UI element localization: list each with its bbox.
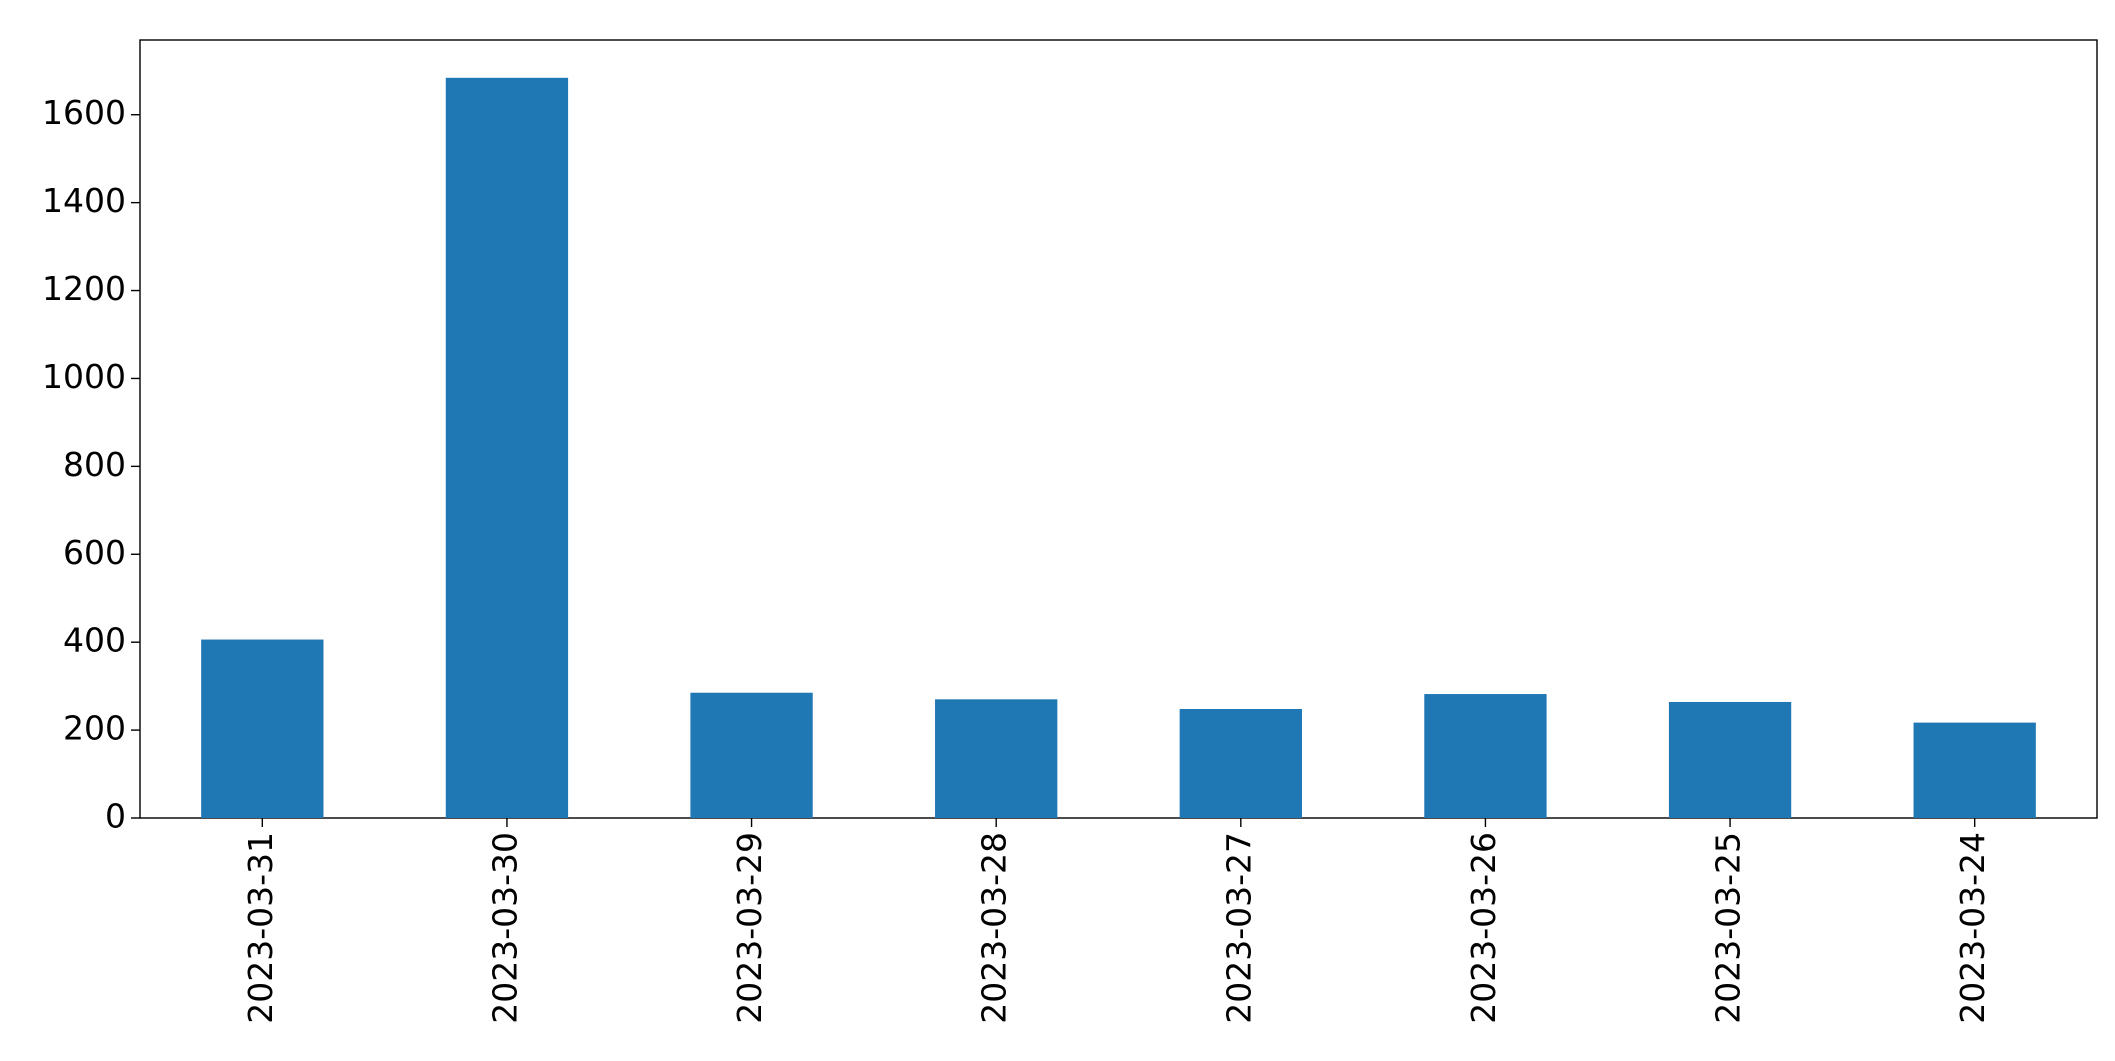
x-tick-label: 2023-03-26 bbox=[1464, 832, 1503, 1024]
bar bbox=[690, 692, 813, 818]
x-tick-label: 2023-03-25 bbox=[1709, 832, 1748, 1024]
x-tick-label: 2023-03-27 bbox=[1219, 832, 1258, 1024]
x-tick-label: 2023-03-30 bbox=[485, 832, 524, 1024]
bar bbox=[1668, 701, 1792, 818]
y-tick-label: 200 bbox=[63, 709, 126, 748]
y-tick-label: 400 bbox=[63, 621, 126, 660]
bar bbox=[1179, 708, 1302, 818]
bar bbox=[445, 77, 569, 818]
y-tick-label: 600 bbox=[63, 533, 126, 572]
x-tick-label: 2023-03-24 bbox=[1953, 832, 1992, 1024]
bar bbox=[1913, 722, 2036, 818]
x-tick-label: 2023-03-29 bbox=[730, 832, 769, 1024]
bar bbox=[1424, 694, 1547, 818]
x-tick-label: 2023-03-31 bbox=[241, 832, 280, 1024]
bar bbox=[935, 699, 1058, 818]
plot-frame bbox=[139, 39, 2098, 819]
y-tick-label: 1200 bbox=[42, 269, 126, 308]
y-tick-label: 0 bbox=[105, 797, 126, 836]
y-tick-label: 1000 bbox=[42, 357, 126, 396]
y-tick-label: 800 bbox=[63, 445, 126, 484]
y-tick-label: 1600 bbox=[42, 93, 126, 132]
x-tick-label: 2023-03-28 bbox=[975, 832, 1014, 1024]
bar bbox=[201, 639, 324, 818]
y-tick-label: 1400 bbox=[42, 181, 126, 220]
